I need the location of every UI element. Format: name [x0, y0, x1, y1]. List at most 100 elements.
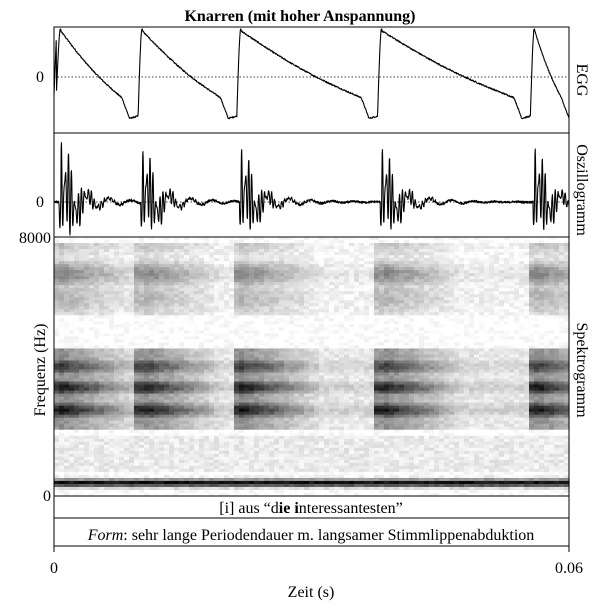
spectrogram-cell [104, 285, 110, 289]
spectrogram-cell [219, 282, 225, 286]
spectrogram-cell [124, 387, 130, 392]
spectrogram-cell [139, 489, 145, 494]
spectrogram-cell [199, 423, 205, 428]
spectrogram-cell [139, 468, 145, 473]
spectrogram-cell [134, 276, 140, 280]
spectrogram-cell [89, 372, 95, 377]
spectrogram-cell [219, 456, 225, 461]
spectrogram-cell [209, 441, 215, 446]
spectrogram-cell [234, 408, 240, 413]
spectrogram-cell [164, 492, 170, 497]
spectrogram-cell [89, 411, 95, 416]
spectrogram-cell [119, 423, 125, 428]
spectrogram-cell [199, 360, 205, 365]
spectrogram-cell [254, 273, 260, 277]
spectrogram-cell [164, 237, 170, 241]
spectrogram-cell [199, 396, 205, 401]
spectrogram-cell [104, 243, 110, 247]
spectrogram-cell [209, 471, 215, 476]
spectrogram-cell [129, 306, 135, 310]
spectrogram-cell [194, 435, 200, 440]
spectrogram-cell [249, 288, 255, 292]
spectrogram-cell [209, 348, 215, 353]
spectrogram-cell [94, 309, 100, 313]
spectrogram-cell [164, 363, 170, 368]
spectrogram-cell [84, 264, 90, 268]
spectrogram-cell [79, 300, 85, 304]
spectrogram-cell [124, 270, 130, 274]
spectrogram-cell [234, 363, 240, 368]
spectrogram-cell [54, 387, 60, 392]
spectrogram-cell [124, 288, 130, 292]
spectrogram-cell [154, 264, 160, 268]
spectrogram-cell [239, 447, 245, 452]
spectrogram-cell [59, 384, 65, 389]
spectrogram-cell [119, 339, 125, 344]
spectrogram-cell [144, 273, 150, 277]
spectrogram-cell [89, 255, 95, 259]
spectrogram-cell [194, 378, 200, 383]
spectrogram-cell [199, 450, 205, 455]
spectrogram-cell [214, 330, 220, 334]
spectrogram-cell [104, 345, 110, 350]
spectrogram-cell [94, 438, 100, 443]
spectrogram-cell [149, 447, 155, 452]
spectrogram-cell [104, 471, 110, 476]
spectrogram-cell [194, 240, 200, 244]
spectrogram-cell [154, 426, 160, 431]
spectrogram-cell [174, 468, 180, 473]
spectrogram-cell [129, 291, 135, 295]
spectrogram-cell [149, 282, 155, 286]
spectrogram-cell [224, 306, 230, 310]
spectrogram-cell [234, 318, 240, 322]
spectrogram-cell [139, 486, 145, 491]
spectrogram-cell [54, 255, 60, 259]
spectrogram-cell [154, 357, 160, 362]
spectrogram-cell [129, 474, 135, 479]
spectrogram-cell [244, 468, 250, 473]
spectrogram-cell [214, 444, 220, 449]
spectrogram-cell [134, 435, 140, 440]
spectrogram-cell [59, 345, 65, 350]
spectrogram-cell [54, 369, 60, 374]
spectrogram-cell [59, 465, 65, 470]
spectrogram-cell [259, 405, 265, 410]
spectrogram-cell [89, 384, 95, 389]
spectrogram-cell [164, 276, 170, 280]
spectrogram-cell [149, 444, 155, 449]
spectrogram-cell [229, 462, 235, 467]
spectrogram-cell [104, 432, 110, 437]
spectrogram-cell [229, 426, 235, 431]
spectrogram-cell [249, 381, 255, 386]
spectrogram-cell [239, 417, 245, 422]
spectrogram-cell [189, 345, 195, 350]
spectrogram-cell [264, 396, 270, 401]
spectrogram-cell [114, 444, 120, 449]
spectrogram-cell [214, 465, 220, 470]
spectrogram-cell [214, 411, 220, 416]
spectrogram-cell [119, 408, 125, 413]
spectrogram-cell [109, 318, 115, 322]
spectrogram-cell [234, 255, 240, 259]
spectrogram-cell [139, 240, 145, 244]
spectrogram-cell [69, 477, 75, 482]
spectrogram-cell [259, 432, 265, 437]
spectrogram-cell [89, 486, 95, 491]
spectrogram-cell [74, 462, 80, 467]
spectrogram-cell [189, 375, 195, 380]
spectrogram-cell [199, 348, 205, 353]
spectrogram-cell [139, 255, 145, 259]
spectrogram-cell [229, 342, 235, 347]
spectrogram-cell [209, 411, 215, 416]
spectrogram-cell [239, 285, 245, 289]
spectrogram-cell [234, 288, 240, 292]
spectrogram-cell [129, 366, 135, 371]
spectrogram-cell [254, 345, 260, 350]
spectrogram-cell [249, 354, 255, 359]
spectrogram-cell [94, 267, 100, 271]
spectrogram-cell [189, 459, 195, 464]
spectrogram-cell [219, 348, 225, 353]
spectrogram-cell [159, 246, 165, 250]
spectrogram-cell [99, 423, 105, 428]
spectrogram-cell [94, 420, 100, 425]
